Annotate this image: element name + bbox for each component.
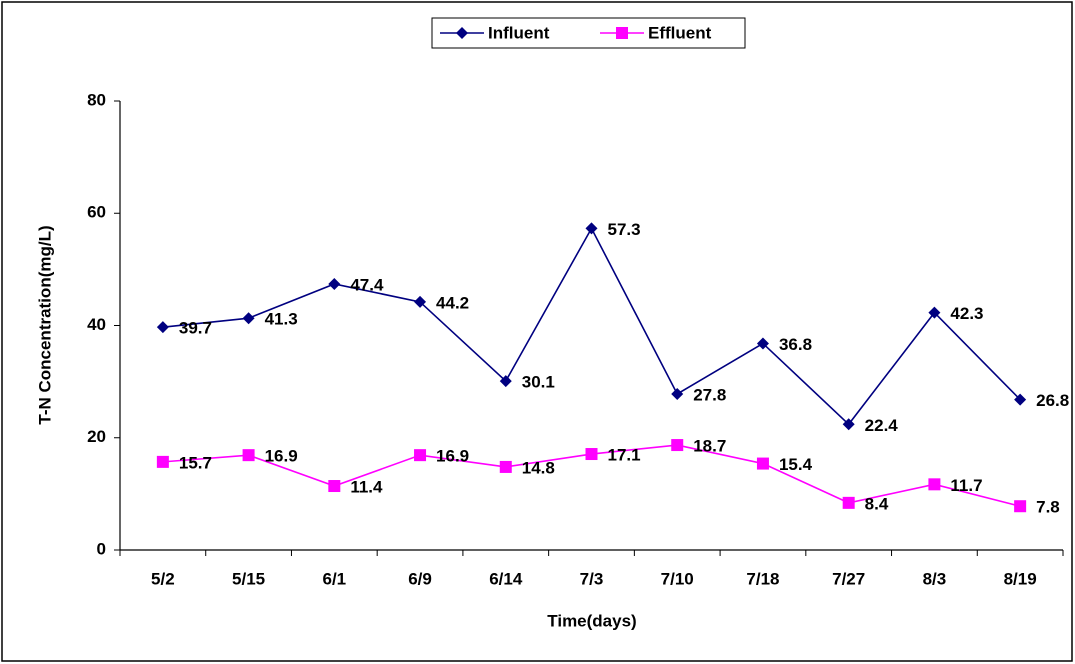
marker bbox=[499, 375, 512, 388]
data-label: 30.1 bbox=[522, 373, 555, 392]
x-tick-label: 7/18 bbox=[746, 569, 779, 588]
x-tick-label: 5/15 bbox=[232, 569, 265, 588]
marker bbox=[842, 418, 855, 431]
marker bbox=[456, 27, 468, 39]
x-tick-label: 8/3 bbox=[923, 569, 947, 588]
x-tick-label: 6/1 bbox=[322, 569, 346, 588]
x-tick-label: 7/27 bbox=[832, 569, 865, 588]
marker bbox=[1014, 500, 1027, 513]
marker bbox=[499, 460, 512, 473]
marker bbox=[671, 439, 684, 452]
data-label: 47.4 bbox=[350, 275, 384, 294]
data-label: 11.7 bbox=[950, 476, 982, 495]
data-label: 42.3 bbox=[950, 304, 983, 323]
legend-label: Influent bbox=[488, 23, 550, 42]
data-label: 39.7 bbox=[179, 319, 212, 338]
marker bbox=[928, 478, 941, 491]
data-label: 36.8 bbox=[779, 335, 812, 354]
data-label: 27.8 bbox=[693, 385, 726, 404]
data-label: 11.4 bbox=[350, 478, 383, 497]
legend-label: Effluent bbox=[648, 23, 712, 42]
data-label: 41.3 bbox=[265, 310, 298, 329]
data-label: 26.8 bbox=[1036, 391, 1069, 410]
marker bbox=[842, 496, 855, 509]
data-label: 16.9 bbox=[436, 447, 469, 466]
marker bbox=[414, 449, 427, 462]
legend-box bbox=[431, 17, 746, 49]
data-label: 17.1 bbox=[608, 446, 641, 465]
marker bbox=[328, 277, 341, 290]
y-tick-label: 80 bbox=[87, 90, 106, 109]
marker bbox=[242, 449, 255, 462]
y-axis-title: T-N Concentration(mg/L) bbox=[35, 225, 54, 424]
data-label: 8.4 bbox=[865, 494, 889, 513]
legend: Influent Effluent bbox=[431, 17, 746, 49]
data-label: 16.9 bbox=[265, 447, 298, 466]
marker bbox=[671, 387, 684, 400]
data-label: 14.8 bbox=[522, 458, 555, 477]
y-tick-label: 40 bbox=[87, 315, 106, 334]
marker bbox=[156, 455, 169, 468]
x-tick-label: 6/9 bbox=[408, 569, 432, 588]
y-tick-label: 60 bbox=[87, 203, 106, 222]
marker bbox=[756, 457, 769, 470]
marker bbox=[242, 312, 255, 325]
marker bbox=[616, 27, 628, 39]
data-label: 15.4 bbox=[779, 455, 813, 474]
x-tick-label: 6/14 bbox=[489, 569, 523, 588]
marker bbox=[585, 448, 598, 461]
data-label: 57.3 bbox=[608, 220, 641, 239]
data-label: 7.8 bbox=[1036, 498, 1060, 517]
y-tick-label: 20 bbox=[87, 427, 106, 446]
x-axis-title: Time(days) bbox=[547, 611, 636, 630]
marker bbox=[414, 295, 427, 308]
x-tick-label: 7/3 bbox=[580, 569, 604, 588]
data-label: 22.4 bbox=[865, 416, 899, 435]
data-label: 15.7 bbox=[179, 453, 212, 472]
data-label: 44.2 bbox=[436, 293, 469, 312]
marker bbox=[1014, 393, 1027, 406]
marker bbox=[156, 321, 169, 334]
x-tick-label: 7/10 bbox=[661, 569, 694, 588]
marker bbox=[928, 306, 941, 319]
data-label: 18.7 bbox=[693, 437, 726, 456]
marker bbox=[328, 480, 341, 493]
x-tick-label: 5/2 bbox=[151, 569, 175, 588]
marker bbox=[585, 222, 598, 235]
y-tick-label: 0 bbox=[97, 539, 106, 558]
marker bbox=[756, 337, 769, 350]
x-tick-label: 8/19 bbox=[1004, 569, 1037, 588]
